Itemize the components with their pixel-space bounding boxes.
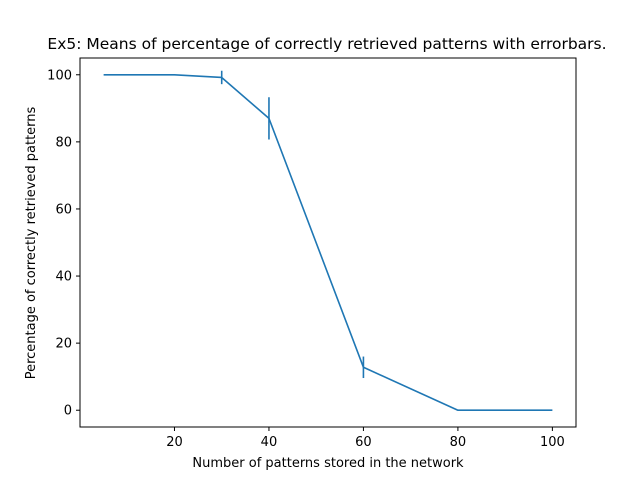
plot-area: 20 40 60 80 100 0 20 40 60 80 100 bbox=[47, 57, 577, 450]
y-tick-label: 60 bbox=[55, 202, 72, 217]
x-tick-label: 60 bbox=[355, 435, 372, 450]
x-tick-label: 40 bbox=[261, 435, 278, 450]
y-tick-label: 0 bbox=[64, 404, 72, 419]
y-tick-label: 80 bbox=[55, 135, 72, 150]
y-tick-label: 40 bbox=[55, 270, 72, 285]
chart-title: Ex5: Means of percentage of correctly re… bbox=[47, 35, 606, 53]
x-tick-label: 20 bbox=[166, 435, 183, 450]
x-axis-ticks: 20 40 60 80 100 bbox=[166, 427, 565, 450]
x-tick-label: 80 bbox=[450, 435, 467, 450]
y-axis-label: Percentage of correctly retrieved patter… bbox=[24, 106, 39, 379]
x-tick-label: 100 bbox=[540, 435, 565, 450]
y-tick-label: 20 bbox=[55, 337, 72, 352]
y-axis-ticks: 0 20 40 60 80 100 bbox=[47, 68, 80, 419]
axes-frame bbox=[79, 57, 577, 428]
series-line bbox=[103, 73, 553, 412]
y-tick-label: 100 bbox=[47, 68, 72, 83]
series-group bbox=[103, 70, 553, 412]
x-axis-label: Number of patterns stored in the network bbox=[192, 456, 464, 471]
